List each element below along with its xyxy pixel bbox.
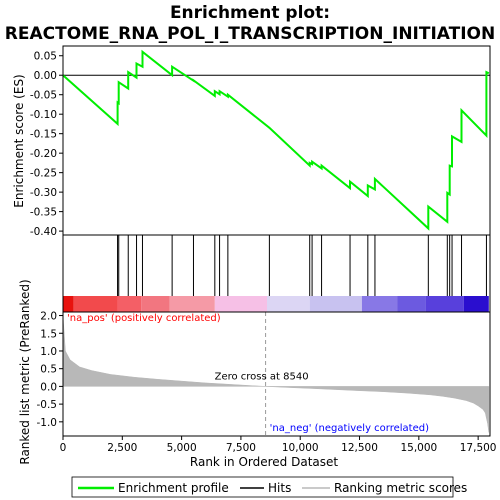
zero-cross-label: Zero cross at 8540 xyxy=(215,371,309,382)
gradient-segment xyxy=(141,296,170,312)
es-tick-label: 0.05 xyxy=(34,51,57,63)
rank-tick-label: 1.0 xyxy=(40,346,57,358)
rank-frame xyxy=(62,311,491,437)
gradient-segment xyxy=(63,296,74,312)
x-axis-label: Rank in Ordered Dataset xyxy=(190,455,338,469)
es-tick-label: -0.20 xyxy=(30,148,57,160)
gradient-segment xyxy=(117,296,142,312)
es-panel: 0.05 0.00 -0.05 -0.10 -0.15 -0.20 -0.25 -0.30 -0… xyxy=(30,45,491,238)
gradient-segment xyxy=(214,296,268,312)
x-tick-label: 15,000 xyxy=(400,442,437,454)
gradient-segment xyxy=(463,296,489,312)
x-axis: 0 2,500 5,000 7,500 10,000 12,500 15,000 17,500 xyxy=(60,436,497,454)
es-tick-label: -0.40 xyxy=(30,226,57,238)
x-tick-label: 7,500 xyxy=(226,442,256,454)
x-tick-label: 2,500 xyxy=(107,442,137,454)
rank-tick-label: 0.5 xyxy=(40,364,57,376)
chart-title-line1: Enrichment plot: xyxy=(170,3,330,23)
legend-hits-label: Hits xyxy=(268,481,291,495)
legend-metric-label: Ranking metric scores xyxy=(334,481,467,495)
es-tick-label: -0.30 xyxy=(30,187,57,199)
es-tick-label: -0.05 xyxy=(30,90,57,102)
gradient-segment xyxy=(309,296,362,312)
rank-tick-label: 2.0 xyxy=(40,311,57,323)
hits-area xyxy=(63,235,490,296)
rank-plot-area xyxy=(63,312,490,436)
gradient-segment xyxy=(267,296,310,312)
rank-metric-panel: 2.0 1.5 1.0 0.5 0.0 -0.5 -1.0 'na_pos' (positiv… xyxy=(37,311,491,437)
chart-title-line2: REACTOME_RNA_POL_I_TRANSCRIPTION_INITIAT… xyxy=(5,24,495,44)
legend-es-label: Enrichment profile xyxy=(118,481,229,495)
legend: Enrichment profile Hits Ranking metric s… xyxy=(71,476,467,498)
gradient-segment xyxy=(169,296,215,312)
rank-tick-label: -1.0 xyxy=(37,417,58,429)
x-tick-label: 5,000 xyxy=(167,442,197,454)
rank-axis-label: Ranked list metric (PreRanked) xyxy=(18,279,32,464)
gradient-segment xyxy=(73,296,118,312)
es-profile-line xyxy=(62,49,490,231)
es-axis-label: Enrichment score (ES) xyxy=(12,74,26,207)
x-tick-label: 12,500 xyxy=(341,442,378,454)
es-tick-label: -0.35 xyxy=(30,207,57,219)
es-tick-label: -0.15 xyxy=(30,129,57,141)
hits-panel xyxy=(62,234,491,313)
x-tick-label: 17,500 xyxy=(460,442,497,454)
es-tick-label: -0.10 xyxy=(30,109,57,121)
negative-correlation-label: 'na_neg' (negatively correlated) xyxy=(270,423,429,434)
positive-correlation-label: 'na_pos' (positively correlated) xyxy=(67,313,221,324)
rank-tick-label: 0.0 xyxy=(40,381,57,393)
x-tick-label: 0 xyxy=(60,442,67,454)
legend-box xyxy=(71,476,454,498)
rank-tick-label: -0.5 xyxy=(37,399,58,411)
x-tick-label: 10,000 xyxy=(282,442,319,454)
gradient-segment xyxy=(425,296,464,312)
gradient-segment xyxy=(361,296,398,312)
es-tick-label: 0.00 xyxy=(34,70,57,82)
rank-tick-label: 1.5 xyxy=(40,328,57,340)
es-tick-label: -0.25 xyxy=(30,168,57,180)
es-plot-area xyxy=(63,46,490,235)
rank-metric-area xyxy=(62,315,490,433)
gradient-segment xyxy=(397,296,426,312)
